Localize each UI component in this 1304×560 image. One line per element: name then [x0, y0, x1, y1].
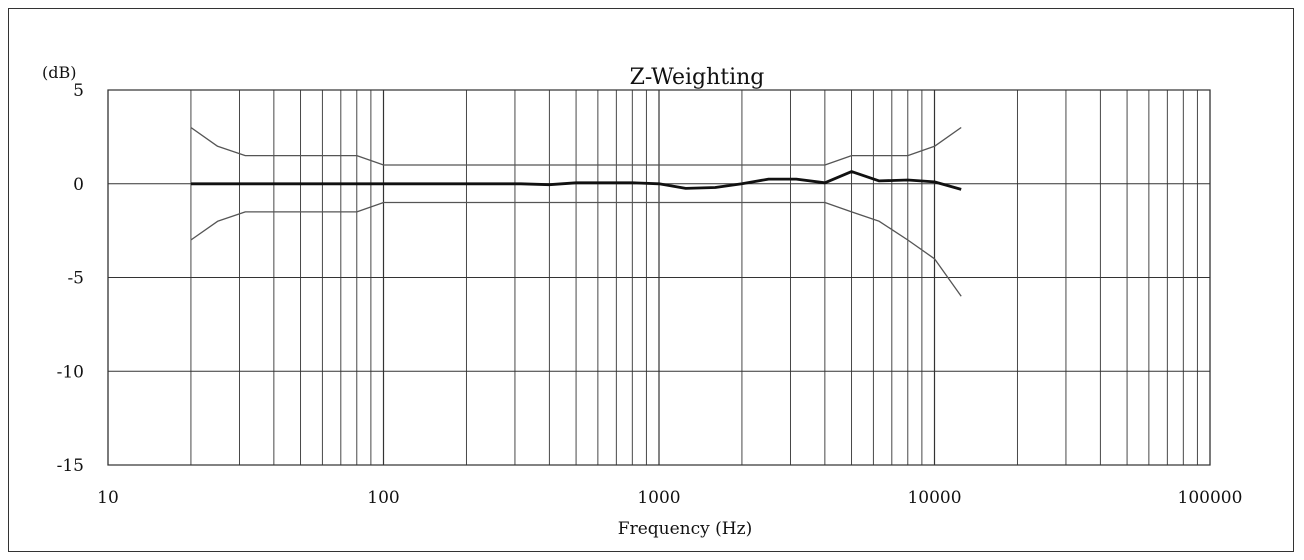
- tolerance-lines: [190, 126, 962, 297]
- measured-response-line: [190, 170, 962, 191]
- x-axis-label: Frequency (Hz): [618, 519, 752, 539]
- upper-tolerance-line: [190, 126, 962, 166]
- lower-tolerance-line: [190, 201, 962, 297]
- y-tick-label: 0: [73, 175, 84, 195]
- x-tick-label: 100: [367, 488, 399, 508]
- tick-labels: 10 100 1000 10000 100000 5 0 -5 -10 -15: [57, 81, 1243, 508]
- y-axis-label: (dB): [42, 63, 76, 82]
- y-tick-label: -10: [57, 362, 84, 382]
- chart-title: Z-Weighting: [630, 65, 765, 90]
- x-tick-label: 10: [97, 488, 119, 508]
- grid: [108, 89, 1210, 466]
- x-tick-label: 100000: [1178, 488, 1243, 508]
- response-line: [190, 170, 962, 191]
- y-tick-label: 5: [73, 81, 84, 101]
- chart-frame: [8, 8, 1294, 552]
- x-tick-label: 10000: [907, 488, 961, 508]
- x-tick-label: 1000: [637, 488, 680, 508]
- y-tick-label: -5: [67, 269, 84, 289]
- y-tick-label: -15: [57, 456, 84, 476]
